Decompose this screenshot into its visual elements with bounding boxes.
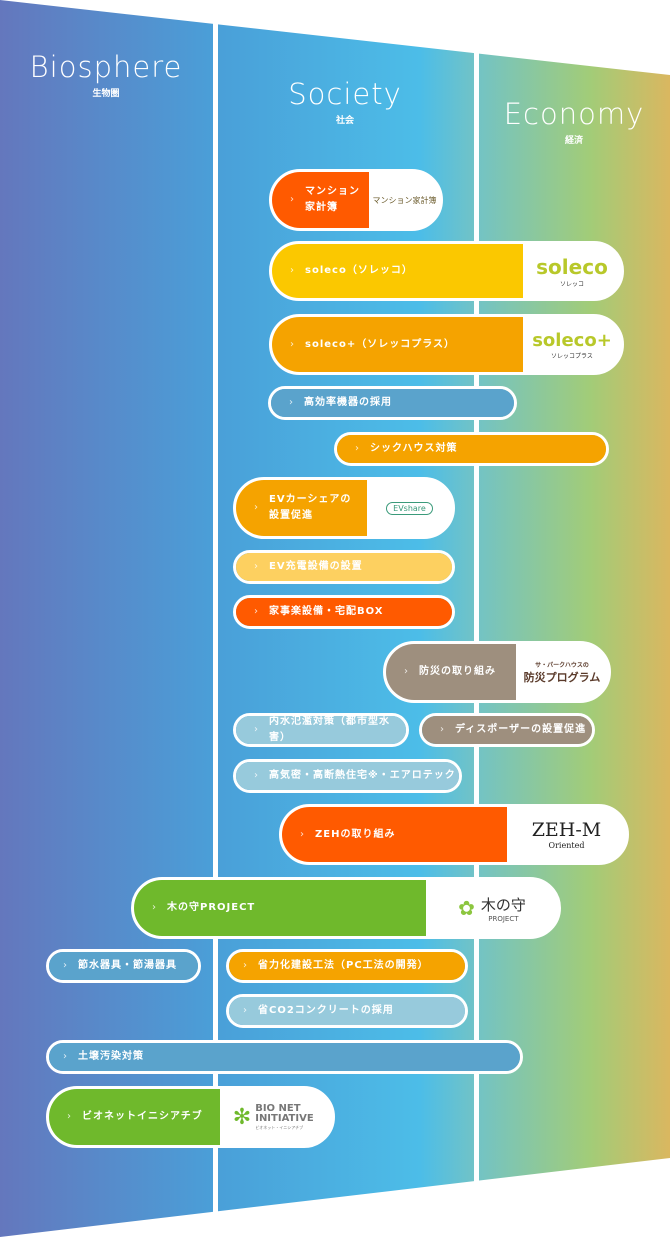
- item-label: ディスポーザーの設置促進: [455, 724, 587, 735]
- chevron-right-icon: ›: [243, 1005, 248, 1016]
- chevron-right-icon: ›: [254, 770, 259, 781]
- item-label: 省力化建設工法（PC工法の開発）: [258, 960, 429, 971]
- chevron-right-icon: ›: [290, 194, 295, 205]
- logo-text: マンション家計簿: [372, 195, 437, 205]
- item-disposer[interactable]: › ディスポーザーの設置促進: [419, 713, 595, 747]
- item-label: ZEHの取り組み: [315, 828, 396, 840]
- logo-subtext: ソレッコ: [559, 280, 584, 288]
- item-label: 高効率機器の採用: [304, 397, 392, 408]
- logo-subtext: サ・パークハウスの: [535, 661, 589, 669]
- column-divider: [213, 0, 218, 1239]
- logo-text: ZEH-M: [531, 819, 602, 841]
- chevron-right-icon: ›: [290, 265, 295, 276]
- chevron-right-icon: ›: [300, 828, 305, 840]
- item-label: soleco+（ソレッコプラス）: [305, 338, 456, 350]
- item-label: ビオネットイニシアチブ: [82, 1111, 203, 1122]
- chevron-right-icon: ›: [440, 724, 445, 735]
- item-label: シックハウス対策: [370, 443, 458, 454]
- item-high-insulation[interactable]: › 高気密・高断熱住宅※・エアロテック: [233, 759, 462, 793]
- column-title: Society: [288, 77, 402, 111]
- logo-subtext: PROJECT: [488, 914, 519, 923]
- chevron-right-icon: ›: [254, 724, 259, 735]
- item-zeh[interactable]: › ZEHの取り組み ZEH-M Oriented: [279, 804, 629, 865]
- chevron-right-icon: ›: [63, 1051, 68, 1062]
- disaster-program-logo: サ・パークハウスの 防災プログラム: [516, 644, 608, 700]
- item-label: 土壌汚染対策: [78, 1051, 144, 1062]
- item-label: soleco（ソレッコ）: [305, 265, 413, 276]
- soleco-logo: soleco ソレッコ: [523, 244, 621, 298]
- item-label: EV充電設備の設置: [269, 561, 363, 572]
- column-title: Economy: [503, 97, 645, 131]
- item-housework-delivery-box[interactable]: › 家事楽設備・宅配BOX: [233, 595, 455, 629]
- column-header-society: Society 社会: [245, 77, 445, 126]
- mansion-kakeibo-logo: マンション家計簿: [369, 172, 440, 228]
- item-label: 防災の取り組み: [419, 666, 496, 677]
- chevron-right-icon: ›: [152, 902, 157, 913]
- chevron-right-icon: ›: [355, 443, 360, 454]
- logo-text: soleco+: [532, 329, 612, 351]
- item-mansion-kakeibo[interactable]: › マンション 家計簿 マンション家計簿: [269, 169, 443, 231]
- chevron-right-icon: ›: [290, 338, 295, 350]
- logo-subtext: Oriented: [548, 841, 585, 850]
- logo-text: 防災プログラム: [523, 670, 601, 684]
- chevron-right-icon: ›: [63, 960, 68, 971]
- column-header-economy: Economy 経済: [474, 97, 670, 146]
- chevron-right-icon: ›: [243, 960, 248, 971]
- zeh-m-logo: ZEH-M Oriented: [507, 807, 626, 862]
- bio-net-logo: ✻ BIO NET INITIATIVE ビオネット・イニシアチブ: [220, 1089, 332, 1145]
- logo-text: BIO NET INITIATIVE: [255, 1102, 314, 1124]
- item-disaster-prevention[interactable]: › 防災の取り組み サ・パークハウスの 防災プログラム: [383, 641, 611, 703]
- chevron-right-icon: ›: [289, 397, 294, 408]
- item-water-saving[interactable]: › 節水器具・節湯器具: [46, 949, 201, 983]
- column-subtitle: 社会: [335, 116, 354, 126]
- item-ev-carshare[interactable]: › EVカーシェアの 設置促進 EVshare: [233, 477, 455, 539]
- item-soleco-plus[interactable]: › soleco+（ソレッコプラス） soleco+ ソレッコプラス: [269, 314, 624, 375]
- chevron-right-icon: ›: [254, 502, 259, 513]
- chevron-right-icon: ›: [404, 666, 409, 677]
- column-subtitle: 生物圏: [92, 89, 120, 99]
- asterisk-leaf-icon: ✻: [232, 1104, 252, 1130]
- logo-text: EVshare: [386, 501, 433, 515]
- item-inland-flood[interactable]: › 内水氾濫対策（都市型水害）: [233, 713, 409, 747]
- logo-subtext: ビオネット・イニシアチブ: [255, 1124, 304, 1130]
- logo-text: soleco: [536, 254, 608, 279]
- column-divider: [474, 0, 479, 1239]
- item-high-efficiency-equipment[interactable]: › 高効率機器の採用: [268, 386, 517, 420]
- item-pc-construction[interactable]: › 省力化建設工法（PC工法の開発）: [226, 949, 468, 983]
- item-label: 設置促進: [269, 510, 313, 521]
- column-title: Biosphere: [29, 50, 183, 84]
- column-header-biosphere: Biosphere 生物圏: [6, 50, 206, 99]
- logo-subtext: ソレッコプラス: [551, 352, 593, 360]
- item-low-co2-concrete[interactable]: › 省CO2コンクリートの採用: [226, 994, 468, 1028]
- kinomori-logo: ✿ 木の守 PROJECT: [426, 880, 558, 936]
- soleco-plus-logo: soleco+ ソレッコプラス: [523, 317, 621, 372]
- chevron-right-icon: ›: [67, 1111, 72, 1122]
- item-soleco[interactable]: › soleco（ソレッコ） soleco ソレッコ: [269, 241, 624, 301]
- tree-icon: ✿: [458, 896, 475, 920]
- item-label: 節水器具・節湯器具: [78, 960, 177, 971]
- item-kinomori-project[interactable]: › 木の守PROJECT ✿ 木の守 PROJECT: [131, 877, 561, 939]
- evshare-logo: EVshare: [367, 480, 452, 536]
- item-label: 高気密・高断熱住宅※・エアロテック: [269, 770, 456, 781]
- item-label: EVカーシェアの: [269, 494, 352, 505]
- item-soil-contamination[interactable]: › 土壌汚染対策: [46, 1040, 523, 1074]
- item-label: 家計簿: [305, 202, 338, 213]
- logo-text: 木の守: [480, 895, 526, 914]
- item-label: 家事楽設備・宅配BOX: [269, 606, 384, 617]
- item-label: マンション: [305, 186, 360, 197]
- chevron-right-icon: ›: [254, 606, 259, 617]
- item-ev-charger[interactable]: › EV充電設備の設置: [233, 550, 455, 584]
- column-subtitle: 経済: [564, 136, 583, 146]
- chevron-right-icon: ›: [254, 561, 259, 572]
- item-label: 内水氾濫対策（都市型水害）: [269, 716, 390, 743]
- item-label: 省CO2コンクリートの採用: [258, 1005, 394, 1016]
- item-label: 木の守PROJECT: [167, 902, 256, 913]
- item-sick-house[interactable]: › シックハウス対策: [334, 432, 609, 466]
- item-bio-net-initiative[interactable]: › ビオネットイニシアチブ ✻ BIO NET INITIATIVE ビオネット・イ…: [46, 1086, 335, 1148]
